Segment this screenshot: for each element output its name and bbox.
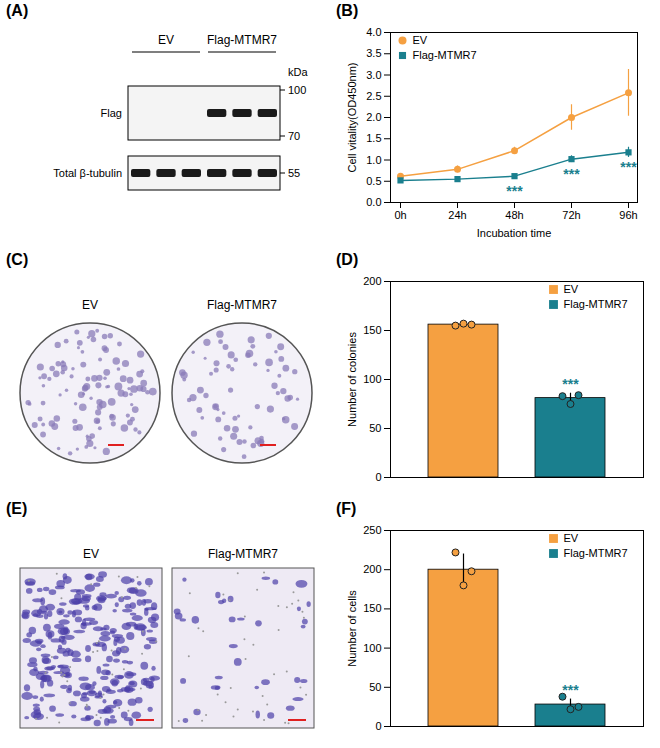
svg-text:0: 0 — [375, 720, 381, 732]
svg-text:Flag-MTMR7: Flag-MTMR7 — [413, 49, 477, 61]
svg-text:***: *** — [562, 376, 579, 392]
svg-text:Flag-MTMR7: Flag-MTMR7 — [564, 547, 628, 559]
html-text:(A): (A) — [6, 2, 29, 19]
svg-text:200: 200 — [363, 275, 381, 287]
svg-text:2.5: 2.5 — [366, 90, 381, 102]
svg-text:Number of cells: Number of cells — [346, 590, 358, 667]
svg-text:0: 0 — [375, 471, 381, 483]
svg-text:0.5: 0.5 — [366, 175, 381, 187]
svg-text:***: *** — [506, 183, 523, 199]
svg-text:2.0: 2.0 — [366, 111, 381, 123]
svg-text:3.0: 3.0 — [366, 69, 381, 81]
svg-text:Number of colonies: Number of colonies — [346, 332, 358, 427]
svg-text:100: 100 — [363, 373, 381, 385]
svg-text:150: 150 — [363, 602, 381, 614]
svg-text:200: 200 — [363, 563, 381, 575]
svg-text:50: 50 — [369, 681, 381, 693]
svg-text:Flag-MTMR7: Flag-MTMR7 — [208, 547, 278, 561]
svg-text:0h: 0h — [394, 209, 406, 221]
svg-text:250: 250 — [363, 524, 381, 536]
svg-text:72h: 72h — [562, 209, 580, 221]
svg-text:EV: EV — [413, 34, 428, 46]
html-text:(C): (C) — [6, 251, 29, 268]
svg-text:3.5: 3.5 — [366, 47, 381, 59]
svg-text:96h: 96h — [619, 209, 637, 221]
html-text:(F): (F) — [336, 500, 357, 517]
svg-text:150: 150 — [363, 324, 381, 336]
svg-text:Flag-MTMR7: Flag-MTMR7 — [207, 33, 277, 47]
svg-text:kDa: kDa — [288, 66, 308, 78]
svg-text:EV: EV — [83, 547, 99, 561]
svg-text:Flag-MTMR7: Flag-MTMR7 — [564, 298, 628, 310]
html-text:(B): (B) — [336, 2, 359, 19]
svg-text:0.0: 0.0 — [366, 196, 381, 208]
svg-text:***: *** — [620, 159, 637, 175]
svg-text:EV: EV — [158, 33, 174, 47]
svg-text:100: 100 — [288, 84, 306, 96]
svg-text:100: 100 — [363, 642, 381, 654]
svg-text:Cell vitality(OD450nm): Cell vitality(OD450nm) — [346, 62, 358, 172]
svg-text:24h: 24h — [448, 209, 466, 221]
svg-text:50: 50 — [369, 422, 381, 434]
html-text:(D): (D) — [336, 251, 359, 268]
svg-text:48h: 48h — [505, 209, 523, 221]
svg-text:EV: EV — [564, 532, 579, 544]
svg-text:Flag: Flag — [101, 107, 122, 119]
svg-text:55: 55 — [288, 167, 300, 179]
svg-text:EV: EV — [82, 298, 98, 312]
svg-text:Total β-tubulin: Total β-tubulin — [53, 167, 122, 179]
svg-text:70: 70 — [288, 130, 300, 142]
svg-text:EV: EV — [564, 283, 579, 295]
svg-text:4.0: 4.0 — [366, 26, 381, 38]
svg-text:1.0: 1.0 — [366, 154, 381, 166]
svg-text:Flag-MTMR7: Flag-MTMR7 — [207, 298, 277, 312]
svg-text:***: *** — [562, 682, 579, 698]
svg-text:***: *** — [563, 166, 580, 182]
svg-text:Incubation time: Incubation time — [477, 227, 552, 239]
svg-text:1.5: 1.5 — [366, 132, 381, 144]
html-text:(E): (E) — [6, 500, 28, 517]
